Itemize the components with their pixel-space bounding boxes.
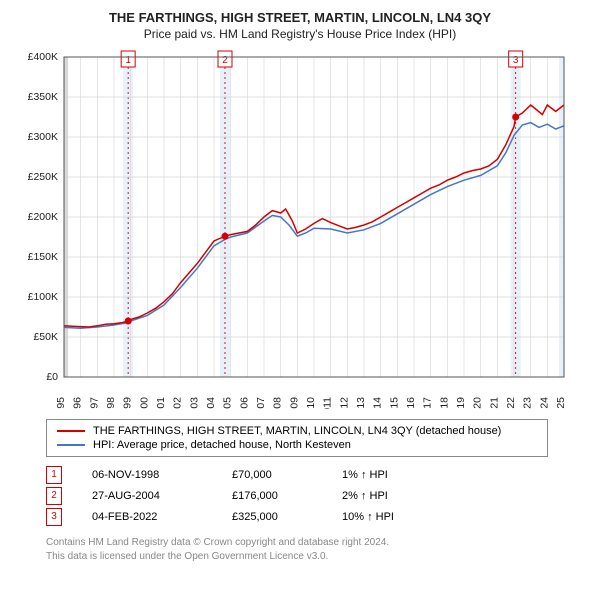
svg-text:2010: 2010 <box>305 397 317 409</box>
svg-text:£350K: £350K <box>28 91 58 103</box>
svg-text:2023: 2023 <box>522 397 534 409</box>
svg-text:2018: 2018 <box>438 397 450 409</box>
legend-label: THE FARTHINGS, HIGH STREET, MARTIN, LINC… <box>93 425 501 437</box>
marker-price: £176,000 <box>232 486 312 507</box>
svg-text:£400K: £400K <box>28 51 58 63</box>
marker-date: 04-FEB-2022 <box>92 507 202 528</box>
svg-text:2007: 2007 <box>255 397 267 409</box>
license-text: Contains HM Land Registry data © Crown c… <box>46 536 590 564</box>
legend-row: HPI: Average price, detached house, Nort… <box>57 438 537 452</box>
svg-text:2008: 2008 <box>272 397 284 409</box>
legend: THE FARTHINGS, HIGH STREET, MARTIN, LINC… <box>46 419 548 457</box>
svg-text:£250K: £250K <box>28 171 58 183</box>
svg-text:2021: 2021 <box>488 397 500 409</box>
chart-subtitle: Price paid vs. HM Land Registry's House … <box>10 27 590 41</box>
marker-price: £70,000 <box>232 465 312 486</box>
svg-text:2001: 2001 <box>155 397 167 409</box>
svg-text:2006: 2006 <box>238 397 250 409</box>
legend-swatch <box>57 444 85 446</box>
marker-row: 2 27-AUG-2004 £176,000 2% ↑ HPI <box>46 486 590 507</box>
legend-label: HPI: Average price, detached house, Nort… <box>93 439 351 451</box>
svg-text:2002: 2002 <box>172 397 184 409</box>
svg-text:2022: 2022 <box>505 397 517 409</box>
svg-text:2020: 2020 <box>472 397 484 409</box>
svg-text:2025: 2025 <box>555 397 567 409</box>
svg-text:2005: 2005 <box>222 397 234 409</box>
chart-svg: 1995 1996 1997 1998 1999 2000 2001 2002 2003 2004… <box>20 49 580 409</box>
svg-text:1999: 1999 <box>122 397 134 409</box>
svg-text:2003: 2003 <box>188 397 200 409</box>
svg-text:£150K: £150K <box>28 251 58 263</box>
marker-badge: 1 <box>46 466 62 484</box>
marker-table: 1 06-NOV-1998 £70,000 1% ↑ HPI 2 27-AUG-… <box>46 465 590 528</box>
svg-text:£50K: £50K <box>33 331 58 343</box>
svg-text:£300K: £300K <box>28 131 58 143</box>
svg-text:1997: 1997 <box>88 397 100 409</box>
license-line1: Contains HM Land Registry data © Crown c… <box>46 536 590 550</box>
svg-text:£0: £0 <box>46 371 58 383</box>
marker-badge: 3 <box>46 508 62 526</box>
svg-text:1995: 1995 <box>55 397 67 409</box>
svg-text:2013: 2013 <box>355 397 367 409</box>
marker-delta: 10% ↑ HPI <box>342 507 394 528</box>
svg-text:£100K: £100K <box>28 291 58 303</box>
svg-text:£200K: £200K <box>28 211 58 223</box>
legend-swatch <box>57 430 85 432</box>
svg-text:2019: 2019 <box>455 397 467 409</box>
svg-text:2017: 2017 <box>422 397 434 409</box>
marker-delta: 1% ↑ HPI <box>342 465 388 486</box>
marker-date: 27-AUG-2004 <box>92 486 202 507</box>
svg-text:2024: 2024 <box>538 397 550 409</box>
svg-text:2000: 2000 <box>138 397 150 409</box>
marker-badge: 2 <box>46 487 62 505</box>
svg-text:2014: 2014 <box>372 397 384 409</box>
legend-row: THE FARTHINGS, HIGH STREET, MARTIN, LINC… <box>57 424 537 438</box>
svg-text:2016: 2016 <box>405 397 417 409</box>
chart-area: 1995 1996 1997 1998 1999 2000 2001 2002 2003 2004… <box>20 49 580 409</box>
svg-text:2009: 2009 <box>288 397 300 409</box>
svg-text:2011: 2011 <box>322 397 334 409</box>
marker-row: 3 04-FEB-2022 £325,000 10% ↑ HPI <box>46 507 590 528</box>
marker-delta: 2% ↑ HPI <box>342 486 388 507</box>
svg-text:2015: 2015 <box>388 397 400 409</box>
marker-price: £325,000 <box>232 507 312 528</box>
svg-text:1998: 1998 <box>105 397 117 409</box>
svg-text:2004: 2004 <box>205 397 217 409</box>
license-line2: This data is licensed under the Open Gov… <box>46 550 590 564</box>
svg-text:2012: 2012 <box>338 397 350 409</box>
marker-row: 1 06-NOV-1998 £70,000 1% ↑ HPI <box>46 465 590 486</box>
marker-date: 06-NOV-1998 <box>92 465 202 486</box>
chart-title: THE FARTHINGS, HIGH STREET, MARTIN, LINC… <box>10 10 590 25</box>
svg-text:1996: 1996 <box>72 397 84 409</box>
